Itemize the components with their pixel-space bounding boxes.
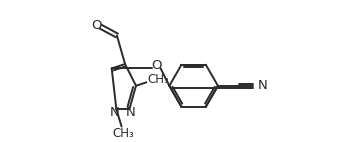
Text: O: O <box>152 59 162 72</box>
Text: N: N <box>257 79 267 92</box>
Text: N: N <box>126 106 136 119</box>
Text: CH₃: CH₃ <box>148 73 169 86</box>
Text: CH₃: CH₃ <box>112 127 134 140</box>
Text: O: O <box>92 19 102 32</box>
Text: N: N <box>110 106 120 119</box>
